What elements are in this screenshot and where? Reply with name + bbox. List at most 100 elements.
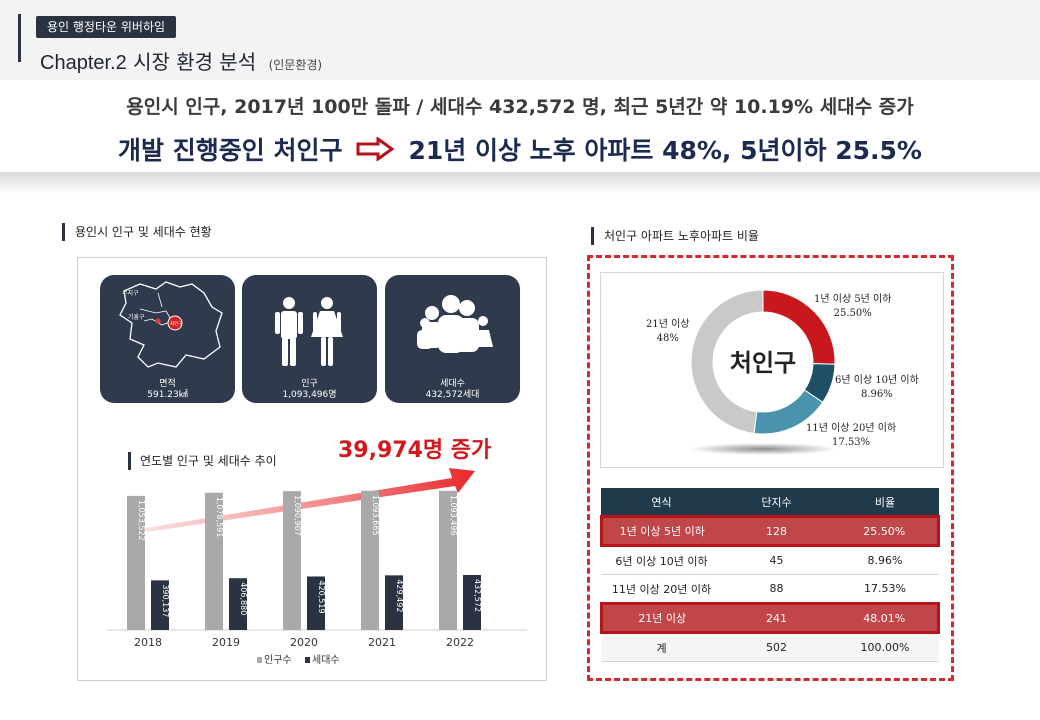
x-tick-label: 2022 <box>446 636 474 649</box>
bar-population-label: 1,078,591 <box>215 497 224 538</box>
donut-label-1-5: 1년 이상 5년 이하 25.50% <box>814 293 891 321</box>
family-icon <box>417 295 493 353</box>
donut-label-11-20-value: 17.53% <box>832 437 871 448</box>
x-tick-label: 2020 <box>290 636 318 649</box>
legend-label: 인구수 <box>264 654 292 666</box>
donut-label-11-20-name: 11년 이상 20년 이하 <box>806 423 897 434</box>
donut-center-label: 처인구 <box>730 349 796 377</box>
donut-label-21plus-name: 21년 이상 <box>646 319 690 330</box>
table-row: 1년 이상 5년 이하 128 25.50% <box>600 515 940 547</box>
bar-population <box>127 495 145 630</box>
title-subtitle: (인문환경) <box>268 58 323 72</box>
map-label-giheung: 기흥구 <box>128 313 145 321</box>
bar-household <box>385 575 403 630</box>
household-label: 세대수 <box>440 379 465 389</box>
donut-label-1-5-name: 1년 이상 5년 이하 <box>814 294 892 305</box>
donut-label-11-20: 11년 이상 20년 이하 17.53% <box>806 422 896 450</box>
table-cell-age: 11년 이상 20년 이하 <box>601 574 722 604</box>
table-cell-count: 241 <box>721 602 832 634</box>
population-card: 인구 1,093,496명 <box>242 275 377 403</box>
table-cell-ratio: 8.96% <box>831 545 939 575</box>
table-row: 21년 이상 241 48.01% <box>600 602 940 634</box>
arrow-right-icon <box>356 137 395 161</box>
area-value: 591.23㎢ <box>147 390 188 400</box>
apartment-dashed-frame <box>587 255 954 681</box>
chart-title: 연도별 인구 및 세대수 추이 <box>128 452 277 470</box>
title-text: 시장 환경 분석 <box>133 50 257 74</box>
bar-household-label: 390,137 <box>161 584 170 617</box>
table-cell-ratio: 48.01% <box>831 602 940 634</box>
bar-population <box>439 490 457 630</box>
bar-household-label: 429,492 <box>395 579 404 612</box>
bar-population <box>283 491 301 630</box>
bar-population-label: 1,053,522 <box>137 500 146 541</box>
population-label: 인구 <box>301 379 318 389</box>
donut-label-21plus: 21년 이상 48% <box>646 318 690 346</box>
table-cell-ratio: 25.50% <box>831 515 940 547</box>
map-label-cheoin: 처인구 <box>170 320 182 327</box>
population-value: 1,093,496명 <box>282 390 337 400</box>
table-cell-ratio: 100.00% <box>831 632 939 662</box>
headline-right: 21년 이상 노후 아파트 48%, 5년이하 25.5% <box>408 136 922 165</box>
area-card: 수지구 기흥구 처인구 면적 591.23㎢ <box>100 275 235 403</box>
legend-label: 세대수 <box>312 654 340 666</box>
bar-household <box>229 578 247 630</box>
page-title: Chapter.2 시장 환경 분석 (인문환경) <box>40 46 322 75</box>
bar-population <box>361 490 379 630</box>
table-header-complex-count: 단지수 <box>721 488 832 517</box>
bar-household <box>463 574 481 630</box>
table-row: 11년 이상 20년 이하 88 17.53% <box>601 574 939 604</box>
donut-label-21plus-value: 48% <box>656 333 679 344</box>
population-bar-chart: 1,053,522 390,137 2018 1,078,591 406,880 2019… <box>107 468 527 666</box>
bar-population-label: 1,093,496 <box>449 495 458 536</box>
table-cell-ratio: 17.53% <box>831 574 939 604</box>
apartment-age-table: 연식 단지수 비율 1년 이상 5년 이하 128 25.50% 6년 이상 1… <box>600 488 940 662</box>
table-header-row: 연식 단지수 비율 <box>601 488 939 517</box>
bar-household-label: 432,572 <box>473 579 482 612</box>
map-label-suji: 수지구 <box>122 289 139 297</box>
donut-shadow <box>689 443 837 455</box>
table-header-age: 연식 <box>601 488 722 517</box>
section-title-apartment: 처인구 아파트 노후아파트 비율 <box>591 227 759 245</box>
age-donut-chart: 처인구 <box>689 289 837 455</box>
area-label: 면적 <box>159 379 176 389</box>
bar-household-label: 420,519 <box>317 580 326 613</box>
bar-household-label: 406,880 <box>239 582 248 615</box>
headline-key-point: 개발 진행중인 처인구 21년 이상 노후 아파트 48%, 5년이하 25.5… <box>0 131 1040 167</box>
table-cell-age: 계 <box>601 632 722 662</box>
donut-label-6-10-name: 6년 이상 10년 이하 <box>835 375 919 386</box>
table-cell-age: 21년 이상 <box>600 602 722 634</box>
table-cell-count: 88 <box>721 574 832 604</box>
x-tick-label: 2019 <box>212 636 240 649</box>
table-cell-age: 6년 이상 10년 이하 <box>601 545 722 575</box>
table-row-total: 계 502 100.00% <box>601 632 939 662</box>
donut-label-6-10: 6년 이상 10년 이하 8.96% <box>835 374 919 402</box>
growth-arrow <box>145 468 475 532</box>
donut-label-6-10-value: 8.96% <box>861 389 893 400</box>
growth-label: 39,974명 증가 <box>338 438 492 463</box>
legend-swatch <box>305 657 310 663</box>
bar-population <box>205 492 223 630</box>
bar-household <box>307 576 325 630</box>
legend-swatch <box>257 657 262 663</box>
project-tag: 용인 행정타운 위버하임 <box>36 16 177 38</box>
header-accent-bar <box>18 14 21 62</box>
table-cell-count: 502 <box>721 632 832 662</box>
headline-summary: 용인시 인구, 2017년 100만 돌파 / 세대수 432,572 명, 최… <box>126 96 914 118</box>
household-card: 세대수 432,572세대 <box>385 275 520 403</box>
divider-shadow <box>0 172 1040 194</box>
header-band <box>0 0 1040 80</box>
people-icon <box>275 297 343 366</box>
household-value: 432,572세대 <box>425 390 480 400</box>
map-icon: 수지구 기흥구 처인구 <box>119 281 223 368</box>
donut-label-1-5-value: 25.50% <box>833 308 872 319</box>
donut-hole <box>714 313 812 411</box>
bar-population-label: 1,093,665 <box>371 495 380 536</box>
table-row: 6년 이상 10년 이하 45 8.96% <box>601 545 939 575</box>
table-cell-age: 1년 이상 5년 이하 <box>600 515 722 547</box>
x-tick-label: 2018 <box>134 636 162 649</box>
bar-household <box>151 580 169 630</box>
table-cell-count: 128 <box>721 515 832 547</box>
table-header-ratio: 비율 <box>831 488 939 517</box>
section-title-population: 용인시 인구 및 세대수 현황 <box>62 223 212 241</box>
